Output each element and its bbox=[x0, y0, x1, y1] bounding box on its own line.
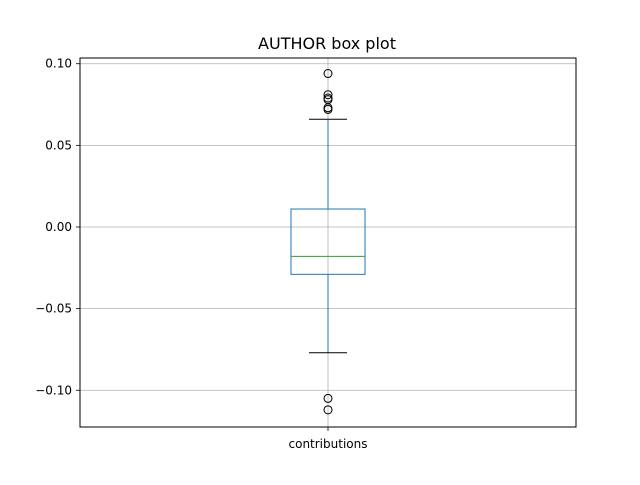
y-tick-label: 0.10 bbox=[45, 57, 72, 71]
marks-layer bbox=[290, 69, 366, 415]
outlier-point bbox=[323, 69, 333, 79]
outlier-point bbox=[323, 104, 333, 114]
outlier-point bbox=[323, 90, 333, 100]
y-tick-label: 0.05 bbox=[45, 138, 72, 152]
x-tick-label: contributions bbox=[289, 437, 368, 451]
iqr-box bbox=[290, 208, 366, 275]
outlier-point bbox=[323, 393, 333, 403]
outlier-point bbox=[323, 405, 333, 415]
chart-title: AUTHOR box plot bbox=[258, 34, 396, 53]
plot-frame bbox=[79, 57, 577, 428]
axes-layer: −0.10 −0.05 0.00 0.05 0.10 contributions bbox=[35, 57, 367, 451]
y-tick-label: −0.10 bbox=[35, 383, 72, 397]
y-tick-label: −0.05 bbox=[35, 302, 72, 316]
y-tick-label: 0.00 bbox=[45, 220, 72, 234]
